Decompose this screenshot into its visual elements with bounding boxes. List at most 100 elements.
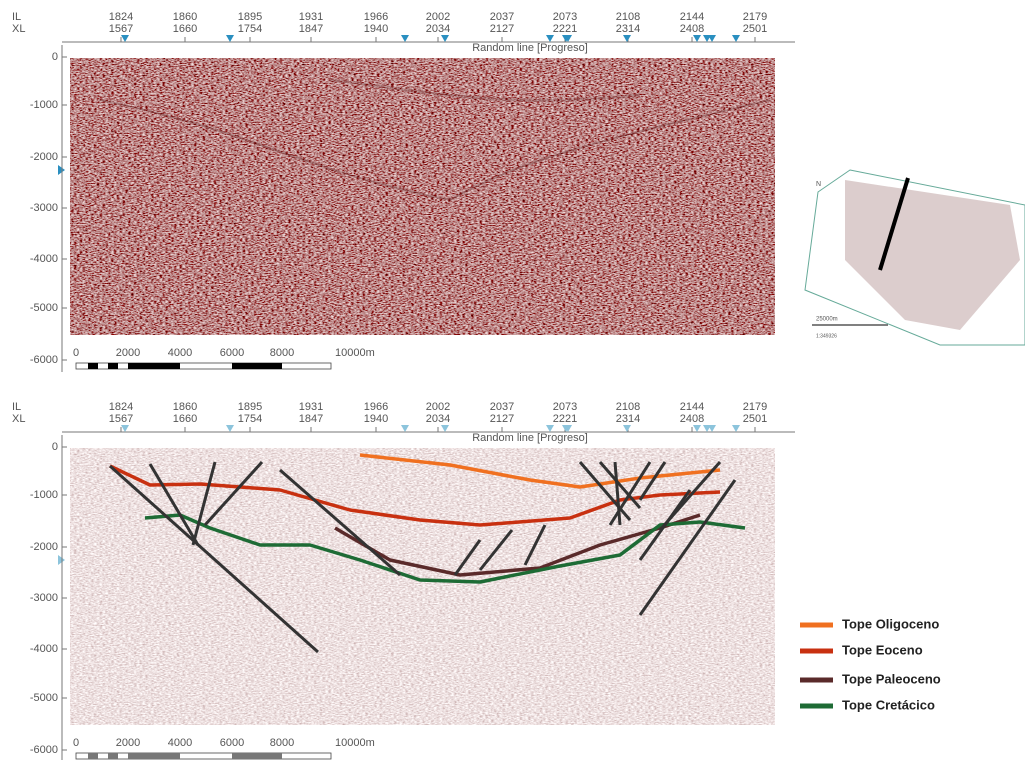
- depth-label: -6000: [30, 744, 58, 756]
- well-marker: [401, 35, 409, 42]
- map-scale-label: 25000m: [816, 317, 838, 323]
- il-label: IL: [12, 11, 21, 23]
- scale-bar: [75, 752, 332, 760]
- depth-label: -6000: [30, 354, 58, 366]
- xl-number: 2221: [553, 23, 577, 35]
- legend-label: Tope Oligoceno: [842, 616, 939, 631]
- scale-label: 4000: [168, 737, 192, 749]
- depth-label: 0: [52, 441, 58, 453]
- depth-label: -2000: [30, 541, 58, 553]
- il-number: 2002: [426, 401, 450, 413]
- legend-label: Tope Eoceno: [842, 642, 923, 657]
- scale-bar-segment: [128, 753, 180, 759]
- il-number: 1966: [364, 11, 388, 23]
- depth-label: -4000: [30, 253, 58, 265]
- well-marker: [732, 425, 740, 432]
- well-marker: [226, 35, 234, 42]
- xl-number: 2034: [426, 413, 450, 425]
- well-marker: [564, 35, 572, 42]
- legend-label: Tope Paleoceno: [842, 671, 941, 686]
- xl-label: XL: [12, 413, 25, 425]
- map-inset: N 25000m 1:349326: [804, 169, 1025, 346]
- il-number: 2002: [426, 11, 450, 23]
- xl-number: 2127: [490, 23, 514, 35]
- section-title: Random line [Progreso]: [472, 432, 588, 444]
- il-number: 1931: [299, 11, 323, 23]
- il-number: 1895: [238, 11, 262, 23]
- depth-label: -4000: [30, 643, 58, 655]
- il-number: 2073: [553, 401, 577, 413]
- well-marker: [226, 425, 234, 432]
- xl-number: 2314: [616, 413, 640, 425]
- north-label: N: [816, 181, 821, 188]
- xl-number: 1847: [299, 413, 323, 425]
- xl-number: 2034: [426, 23, 450, 35]
- map-ratio: 1:349326: [816, 333, 837, 339]
- xl-number: 1754: [238, 413, 262, 425]
- well-marker: [708, 425, 716, 432]
- reflector: [99, 99, 771, 202]
- xl-number: 2221: [553, 413, 577, 425]
- well-marker: [441, 35, 449, 42]
- depth-label: -5000: [30, 302, 58, 314]
- scale-label: 0: [73, 737, 79, 749]
- scale-label: 8000: [270, 737, 294, 749]
- il-number: 2108: [616, 11, 640, 23]
- well-marker: [546, 425, 554, 432]
- depth-label: -3000: [30, 202, 58, 214]
- xl-number: 1847: [299, 23, 323, 35]
- scale-label: 2000: [116, 347, 140, 359]
- well-marker: [121, 425, 129, 432]
- xl-number: 1567: [109, 23, 133, 35]
- xl-number: 1660: [173, 413, 197, 425]
- xl-number: 1940: [364, 413, 388, 425]
- xl-number: 1940: [364, 23, 388, 35]
- xl-number: 2314: [616, 23, 640, 35]
- faults: [109, 460, 737, 654]
- xl-number: 2501: [743, 413, 767, 425]
- il-number: 1860: [173, 11, 197, 23]
- scale-label: 8000: [270, 347, 294, 359]
- depth-label: -1000: [30, 99, 58, 111]
- scale-label: 6000: [220, 737, 244, 749]
- scale-bar-segment: [232, 363, 282, 369]
- well-marker: [401, 425, 409, 432]
- depth-label: -1000: [30, 489, 58, 501]
- il-number: 1824: [109, 11, 133, 23]
- il-number: 2179: [743, 11, 767, 23]
- xl-number: 2408: [680, 413, 704, 425]
- scale-label: 10000m: [335, 737, 375, 749]
- well-marker: [623, 35, 631, 42]
- scale-label: 6000: [220, 347, 244, 359]
- scale-bar: [75, 362, 332, 370]
- il-number: 1931: [299, 401, 323, 413]
- xl-number: 1754: [238, 23, 262, 35]
- scale-label: 10000m: [335, 347, 375, 359]
- xl-number: 2408: [680, 23, 704, 35]
- il-number: 1895: [238, 401, 262, 413]
- scale-label: 4000: [168, 347, 192, 359]
- horizon-cretacico: [144, 513, 746, 584]
- scale-bar-segment: [108, 363, 118, 369]
- il-label: IL: [12, 401, 21, 413]
- xl-label: XL: [12, 23, 25, 35]
- well-marker: [441, 425, 449, 432]
- legend-label: Tope Cretácico: [842, 697, 935, 712]
- section-title: Random line [Progreso]: [472, 42, 588, 54]
- scale-bar-segment: [232, 753, 282, 759]
- well-marker: [546, 35, 554, 42]
- well-marker: [708, 35, 716, 42]
- xl-number: 2127: [490, 413, 514, 425]
- il-number: 1966: [364, 401, 388, 413]
- il-number: 2144: [680, 11, 704, 23]
- scale-label: 2000: [116, 737, 140, 749]
- legend: Tope Oligoceno Tope Eoceno Tope Paleocen…: [800, 616, 941, 712]
- well-marker: [121, 35, 129, 42]
- seismic-section: [70, 58, 775, 335]
- well-marker: [693, 425, 701, 432]
- seismic-section: [70, 448, 775, 725]
- depth-label: 0: [52, 51, 58, 63]
- scale-label: 0: [73, 347, 79, 359]
- reflector: [329, 78, 641, 102]
